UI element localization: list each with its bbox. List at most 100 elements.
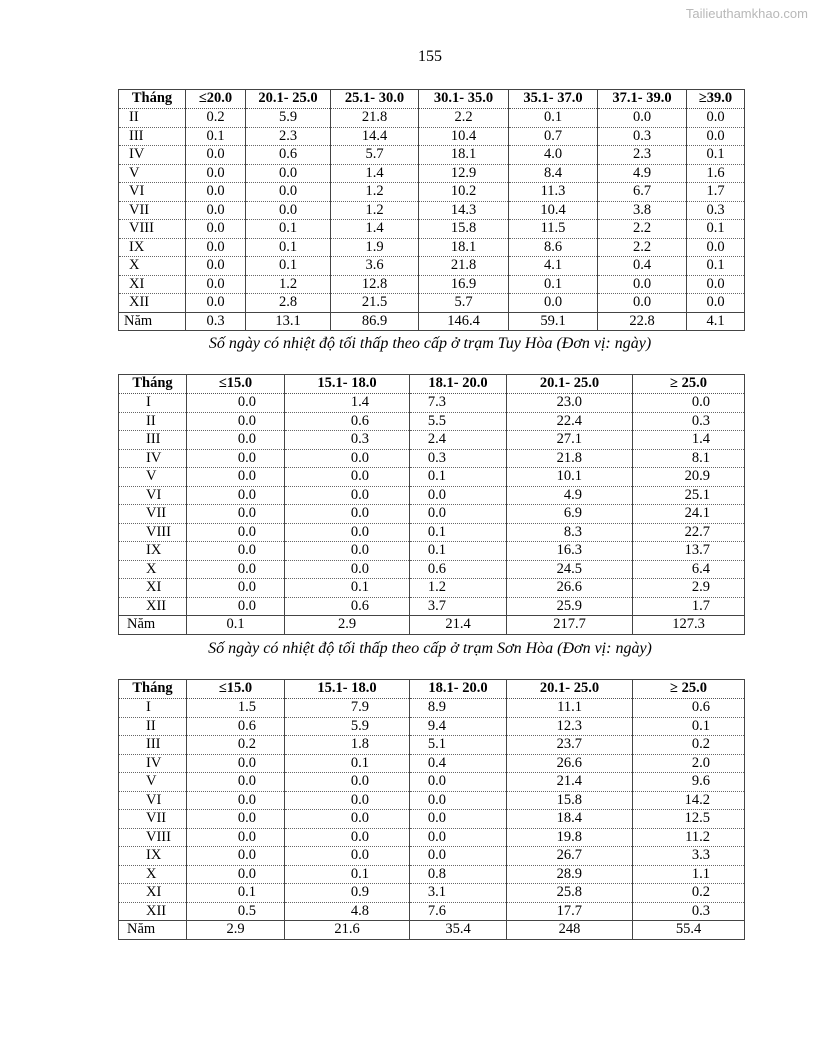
page-number: 155 [418,48,442,65]
value-cell: 1.4 [632,430,745,450]
value-cell: 0.0 [284,809,410,829]
table-tuy-hoa-min-temp: Tháng ≤15.0 15.1- 18.0 18.1- 20.0 20.1- 25.0… [118,374,745,635]
value-cell: 10.4 [508,201,598,220]
value-cell: 0.4 [409,754,507,773]
value-cell: 0.3 [597,127,687,146]
value-cell: 0.0 [185,145,246,165]
month-cell: Năm [118,920,187,940]
table-row: VI 0.0 0.0 1.2 10.2 11.3 6.7 1.7 [118,182,745,202]
value-cell: 26.6 [506,754,633,773]
column-header: ≥39.0 [686,89,745,109]
month-cell: XII [118,902,187,921]
value-cell: 0.0 [186,560,285,579]
value-cell: 127.3 [632,615,745,635]
value-cell: 0.0 [632,393,745,413]
value-cell: 0.0 [686,293,745,313]
table-row: XII 0.0 0.6 3.7 25.9 1.7 [118,597,745,616]
value-cell: 1.2 [330,201,419,220]
table-row: XI 0.0 0.1 1.2 26.6 2.9 [118,578,745,598]
value-cell: 23.0 [506,393,633,413]
value-cell: 20.9 [632,467,745,487]
month-cell: Năm [118,311,186,331]
table-row: VII 0.0 0.0 1.2 14.3 10.4 3.8 0.3 [118,201,745,220]
value-cell: 6.7 [597,182,687,202]
table-row: II 0.6 5.9 9.4 12.3 0.1 [118,717,745,736]
value-cell: 19.8 [506,828,633,847]
value-cell: 3.3 [632,846,745,866]
value-cell: 0.3 [284,430,410,450]
value-cell: 217.7 [506,615,633,635]
value-cell: 0.0 [284,541,410,561]
value-cell: 1.1 [632,865,745,884]
value-cell: 0.1 [245,256,331,276]
column-header-month: Tháng [118,679,187,699]
header-row: Tháng ≤20.0 20.1- 25.0 25.1- 30.0 30.1- 35.0… [118,89,745,109]
table-row: I 1.5 7.9 8.9 11.1 0.6 [118,698,745,718]
table-row: IX 0.0 0.0 0.0 26.7 3.3 [118,846,745,866]
value-cell: 14.4 [330,127,419,146]
value-cell: 5.9 [284,717,410,736]
month-cell: XI [118,883,187,903]
column-header: 15.1- 18.0 [284,374,410,394]
table-son-hoa-min-temp: Tháng ≤15.0 15.1- 18.0 18.1- 20.0 20.1- 25.0… [118,679,745,940]
value-cell: 10.4 [418,127,509,146]
month-cell: XI [118,578,187,598]
value-cell: 0.0 [686,127,745,146]
value-cell: 12.8 [330,275,419,294]
value-cell: 0.6 [632,698,745,718]
value-cell: 0.0 [185,182,246,202]
value-cell: 2.2 [597,219,687,239]
value-cell: 25.9 [506,597,633,616]
month-cell: VI [118,182,186,202]
value-cell: 12.3 [506,717,633,736]
value-cell: 21.4 [506,772,633,792]
value-cell: 2.4 [409,430,507,450]
value-cell: 0.0 [284,523,410,542]
value-cell: 0.0 [597,108,687,128]
value-cell: 248 [506,920,633,940]
month-cell: IX [118,846,187,866]
month-cell: XI [118,275,186,294]
value-cell: 0.0 [186,449,285,468]
value-cell: 2.3 [597,145,687,165]
value-cell: 2.9 [632,578,745,598]
month-cell: VII [118,201,186,220]
month-cell: X [118,560,187,579]
value-cell: 9.4 [409,717,507,736]
value-cell: 0.1 [245,238,331,257]
value-cell: 6.4 [632,560,745,579]
value-cell: 0.1 [632,717,745,736]
value-cell: 0.0 [185,219,246,239]
column-header: ≤15.0 [186,374,285,394]
month-cell: X [118,865,187,884]
month-cell: VI [118,791,187,810]
value-cell: 18.1 [418,238,509,257]
value-cell: 0.0 [686,108,745,128]
value-cell: 22.4 [506,412,633,431]
value-cell: 13.7 [632,541,745,561]
value-cell: 12.9 [418,164,509,183]
table-row: IV 0.0 0.6 5.7 18.1 4.0 2.3 0.1 [118,145,745,165]
value-cell: 0.0 [186,597,285,616]
table-row: I 0.0 1.4 7.3 23.0 0.0 [118,393,745,413]
value-cell: 0.0 [186,809,285,829]
month-cell: XII [118,597,187,616]
month-cell: III [118,430,187,450]
value-cell: 0.0 [284,449,410,468]
value-cell: 4.9 [597,164,687,183]
value-cell: 1.2 [330,182,419,202]
value-cell: 2.2 [418,108,509,128]
month-cell: VIII [118,219,186,239]
value-cell: 14.2 [632,791,745,810]
value-cell: 2.2 [597,238,687,257]
column-header: ≥ 25.0 [632,374,745,394]
value-cell: 0.3 [409,449,507,468]
value-cell: 0.0 [409,809,507,829]
value-cell: 0.1 [508,275,598,294]
table-row-year-total: Năm 0.1 2.9 21.4 217.7 127.3 [118,615,745,635]
value-cell: 86.9 [330,311,419,331]
value-cell: 10.2 [418,182,509,202]
value-cell: 8.3 [506,523,633,542]
column-header: 20.1- 25.0 [245,89,331,109]
value-cell: 1.8 [284,735,410,755]
